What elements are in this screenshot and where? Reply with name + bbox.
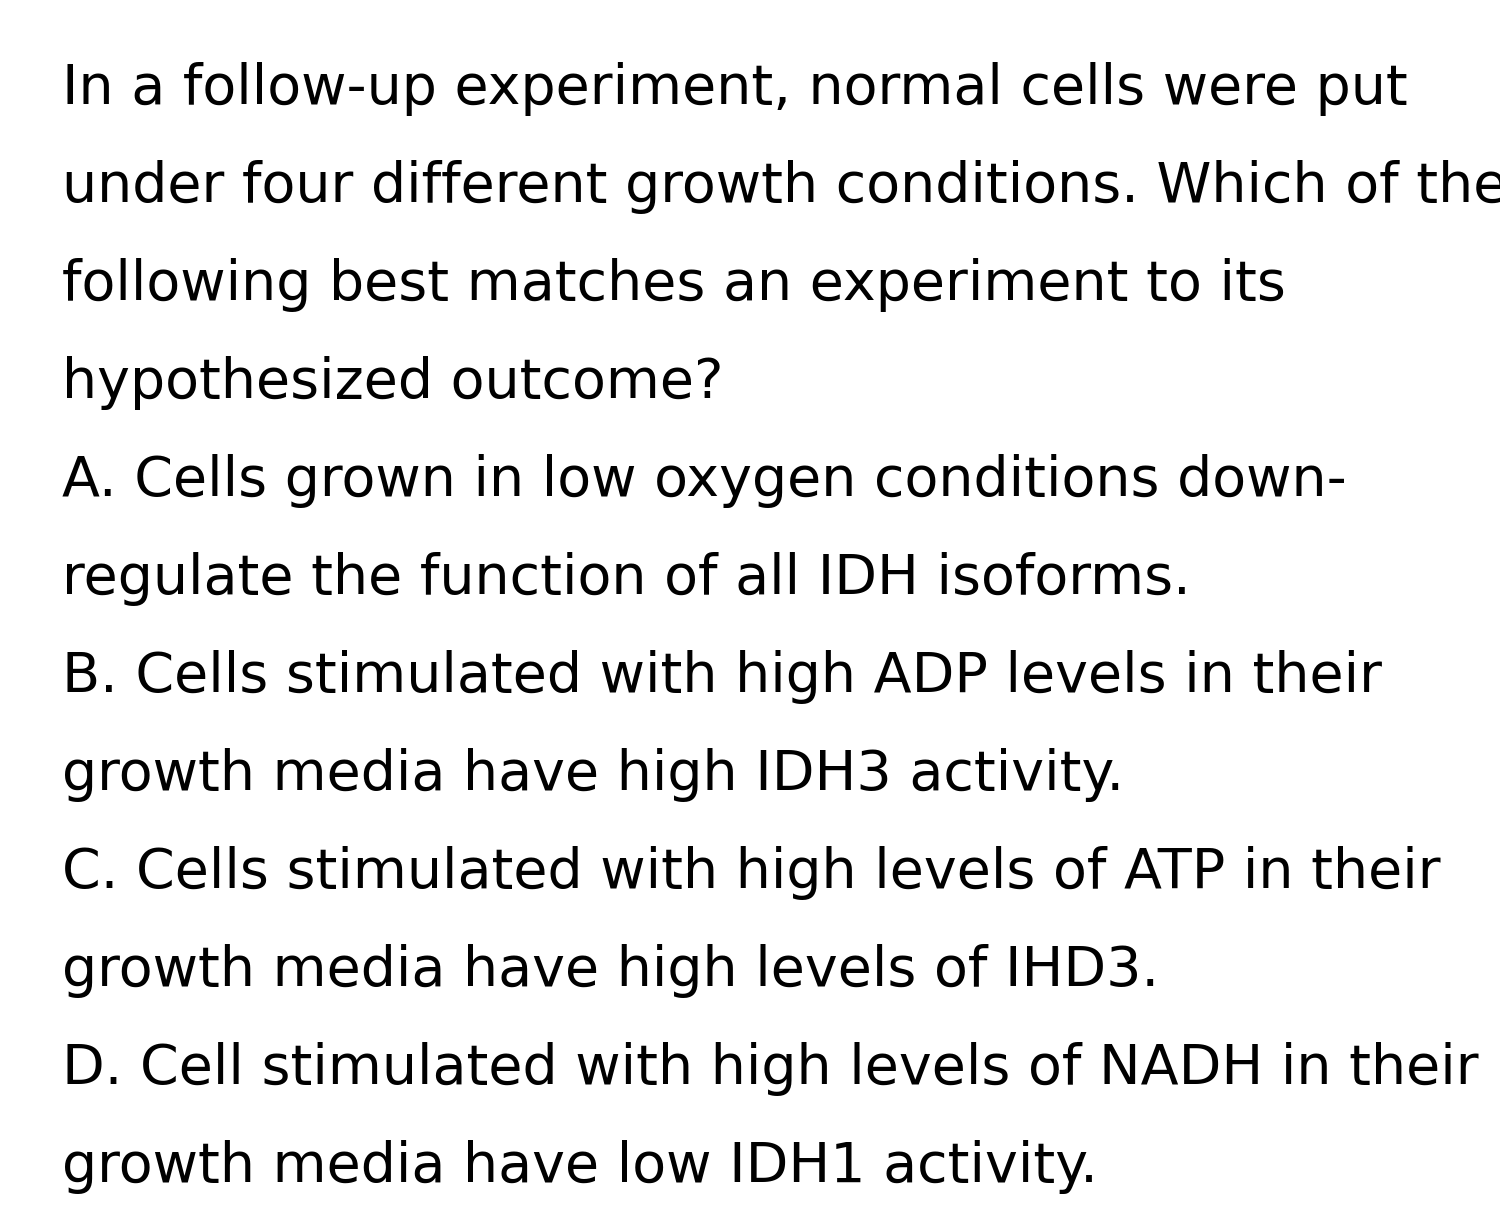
Text: growth media have high levels of IHD3.: growth media have high levels of IHD3. (62, 944, 1160, 998)
Text: growth media have low IDH1 activity.: growth media have low IDH1 activity. (62, 1141, 1098, 1194)
Text: following best matches an experiment to its: following best matches an experiment to … (62, 258, 1286, 313)
Text: C. Cells stimulated with high levels of ATP in their: C. Cells stimulated with high levels of … (62, 846, 1440, 900)
Text: D. Cell stimulated with high levels of NADH in their: D. Cell stimulated with high levels of N… (62, 1042, 1479, 1096)
Text: hypothesized outcome?: hypothesized outcome? (62, 356, 723, 410)
Text: regulate the function of all IDH isoforms.: regulate the function of all IDH isoform… (62, 552, 1191, 606)
Text: In a follow-up experiment, normal cells were put: In a follow-up experiment, normal cells … (62, 62, 1407, 116)
Text: under four different growth conditions. Which of the: under four different growth conditions. … (62, 161, 1500, 214)
Text: growth media have high IDH3 activity.: growth media have high IDH3 activity. (62, 748, 1124, 803)
Text: B. Cells stimulated with high ADP levels in their: B. Cells stimulated with high ADP levels… (62, 651, 1382, 704)
Text: A. Cells grown in low oxygen conditions down-: A. Cells grown in low oxygen conditions … (62, 454, 1347, 508)
